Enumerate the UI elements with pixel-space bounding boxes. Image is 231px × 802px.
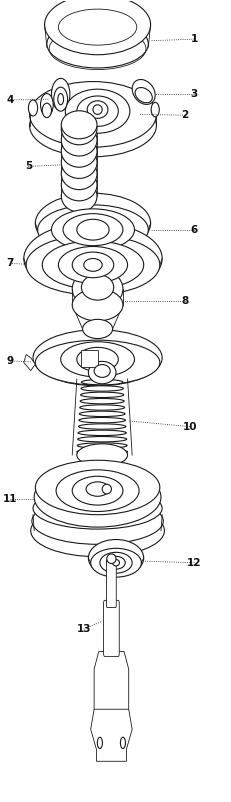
Ellipse shape: [78, 423, 125, 429]
Ellipse shape: [61, 158, 97, 189]
Ellipse shape: [81, 379, 122, 385]
Ellipse shape: [61, 342, 134, 377]
Ellipse shape: [106, 557, 125, 569]
Ellipse shape: [26, 235, 159, 295]
Ellipse shape: [82, 319, 112, 338]
Ellipse shape: [79, 418, 125, 423]
Ellipse shape: [132, 79, 155, 104]
Ellipse shape: [90, 549, 141, 577]
Ellipse shape: [51, 79, 70, 111]
Ellipse shape: [63, 213, 122, 245]
Ellipse shape: [100, 553, 132, 573]
Text: 13: 13: [76, 624, 91, 634]
Ellipse shape: [58, 246, 127, 283]
Ellipse shape: [80, 399, 124, 404]
Ellipse shape: [77, 436, 126, 442]
Ellipse shape: [102, 484, 111, 494]
Text: 5: 5: [25, 161, 32, 172]
Text: 10: 10: [182, 422, 196, 431]
Ellipse shape: [81, 274, 113, 300]
Ellipse shape: [61, 113, 97, 145]
Ellipse shape: [65, 89, 129, 133]
Ellipse shape: [35, 193, 150, 253]
Ellipse shape: [93, 105, 102, 115]
Ellipse shape: [61, 124, 97, 156]
Ellipse shape: [112, 560, 119, 566]
Ellipse shape: [29, 82, 156, 148]
Ellipse shape: [79, 405, 124, 410]
Text: 11: 11: [3, 494, 17, 504]
Ellipse shape: [24, 222, 161, 294]
Ellipse shape: [35, 460, 159, 515]
Ellipse shape: [44, 0, 150, 55]
Ellipse shape: [88, 362, 116, 384]
Ellipse shape: [35, 340, 159, 385]
Ellipse shape: [61, 147, 97, 178]
Ellipse shape: [94, 365, 110, 378]
Text: 1: 1: [190, 34, 197, 44]
Ellipse shape: [86, 482, 109, 496]
Text: 6: 6: [190, 225, 197, 235]
Ellipse shape: [72, 476, 122, 505]
Ellipse shape: [32, 498, 163, 545]
Ellipse shape: [72, 289, 122, 321]
Polygon shape: [90, 709, 132, 761]
Text: 3: 3: [190, 89, 197, 99]
Ellipse shape: [28, 100, 37, 116]
FancyBboxPatch shape: [106, 559, 116, 608]
Ellipse shape: [42, 241, 143, 289]
Ellipse shape: [40, 94, 53, 116]
Ellipse shape: [34, 467, 160, 527]
Text: 2: 2: [181, 110, 188, 120]
Text: 8: 8: [181, 296, 188, 306]
Ellipse shape: [33, 330, 161, 386]
Text: 9: 9: [6, 356, 13, 366]
Ellipse shape: [29, 95, 156, 157]
Ellipse shape: [77, 443, 127, 448]
Ellipse shape: [134, 87, 152, 103]
Ellipse shape: [80, 392, 123, 398]
Polygon shape: [94, 651, 128, 721]
Ellipse shape: [87, 101, 107, 119]
Ellipse shape: [151, 103, 158, 117]
Ellipse shape: [72, 269, 122, 309]
Text: 12: 12: [186, 557, 201, 568]
Ellipse shape: [33, 488, 161, 529]
Ellipse shape: [81, 386, 123, 391]
Ellipse shape: [76, 449, 127, 455]
Ellipse shape: [42, 103, 51, 118]
Polygon shape: [24, 354, 35, 371]
Ellipse shape: [30, 504, 164, 557]
Ellipse shape: [61, 169, 97, 200]
Ellipse shape: [76, 444, 127, 466]
Ellipse shape: [106, 554, 116, 564]
Ellipse shape: [88, 540, 143, 577]
Text: 4: 4: [6, 95, 14, 105]
Ellipse shape: [97, 737, 102, 748]
Ellipse shape: [83, 258, 102, 271]
Ellipse shape: [56, 470, 139, 512]
Polygon shape: [72, 305, 122, 329]
Ellipse shape: [120, 737, 125, 748]
Ellipse shape: [58, 94, 63, 105]
Ellipse shape: [47, 20, 148, 68]
Ellipse shape: [76, 219, 109, 240]
Ellipse shape: [76, 347, 118, 371]
Ellipse shape: [76, 96, 118, 127]
Ellipse shape: [61, 111, 97, 139]
Text: 7: 7: [6, 258, 14, 269]
Ellipse shape: [54, 87, 67, 111]
FancyBboxPatch shape: [103, 601, 119, 656]
Ellipse shape: [72, 252, 113, 277]
Ellipse shape: [79, 411, 125, 416]
Ellipse shape: [61, 136, 97, 168]
Ellipse shape: [51, 209, 134, 250]
Ellipse shape: [37, 205, 148, 254]
Ellipse shape: [78, 430, 126, 435]
Ellipse shape: [61, 180, 97, 212]
FancyBboxPatch shape: [81, 350, 97, 367]
